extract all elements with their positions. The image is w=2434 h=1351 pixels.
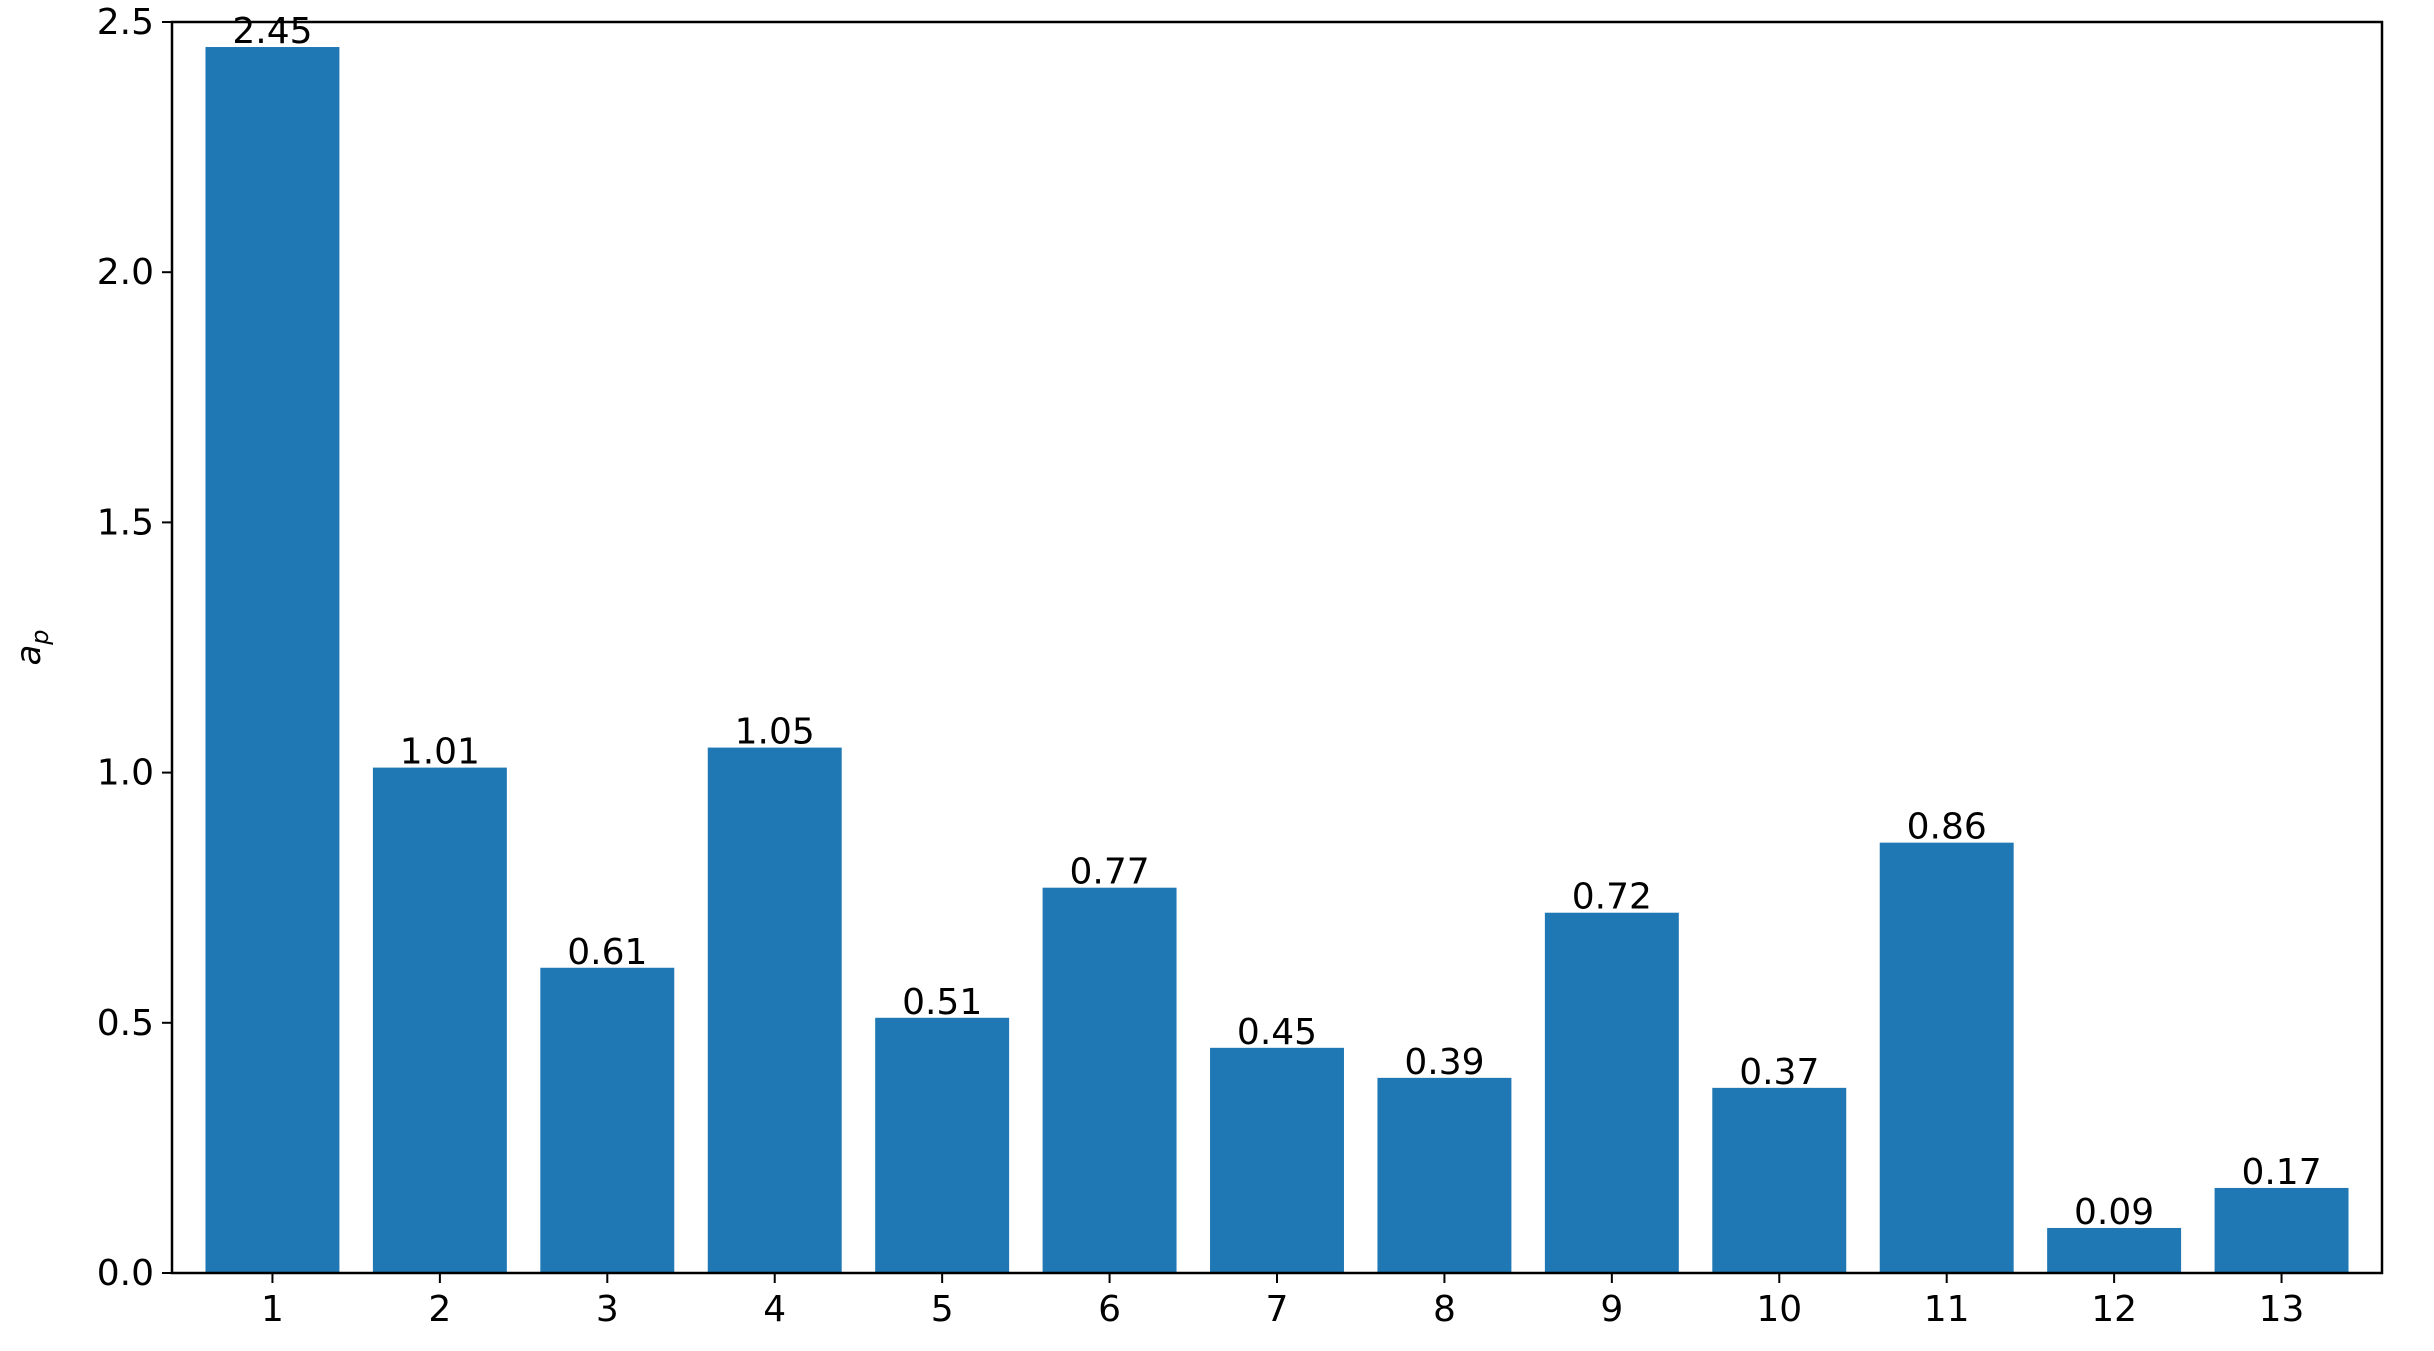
x-tick-label-7: 7: [1266, 1289, 1289, 1330]
x-tick-label-10: 10: [1756, 1289, 1802, 1330]
y-tick-label-0.5: 0.5: [97, 1003, 154, 1044]
bar-value-label-9: 0.72: [1572, 877, 1652, 918]
bar-value-label-13: 0.17: [2241, 1152, 2321, 1193]
bar-value-label-12: 0.09: [2074, 1192, 2154, 1233]
x-tick-label-9: 9: [1600, 1289, 1623, 1330]
y-axis-label-main: a: [9, 645, 49, 666]
bar-10: [1712, 1087, 1847, 1273]
bar-4: [707, 747, 842, 1273]
x-tick-label-13: 13: [2259, 1289, 2305, 1330]
x-tick-label-8: 8: [1433, 1289, 1456, 1330]
bar-11: [1879, 842, 2014, 1273]
x-tick-label-4: 4: [763, 1289, 786, 1330]
bar-5: [875, 1017, 1010, 1273]
bar-13: [2214, 1187, 2349, 1273]
bar-8: [1377, 1077, 1512, 1273]
bar-value-label-10: 0.37: [1739, 1052, 1819, 1093]
x-tick-label-5: 5: [931, 1289, 954, 1330]
y-tick-label-0.0: 0.0: [97, 1253, 154, 1294]
bar-12: [2047, 1227, 2182, 1273]
bar-1: [205, 47, 340, 1273]
y-axis-label-subscript: p: [26, 629, 54, 645]
bar-2: [372, 767, 507, 1273]
x-tick-label-12: 12: [2091, 1289, 2137, 1330]
bar-value-label-8: 0.39: [1404, 1042, 1484, 1083]
y-axis-label: ap: [9, 629, 54, 665]
x-axis: 1 2 3 4 5 6 7 8 9 10 11 12 13: [261, 1273, 2304, 1330]
bar-7: [1210, 1047, 1344, 1273]
y-tick-label-2.5: 2.5: [97, 2, 154, 43]
y-axis: 0.0 0.5 1.0 1.5 2.0 2.5: [97, 2, 172, 1294]
bar-value-label-6: 0.77: [1069, 852, 1149, 893]
bar-value-label-2: 1.01: [400, 732, 480, 773]
bar-value-label-1: 2.45: [232, 11, 312, 52]
bar-value-label-5: 0.51: [902, 982, 982, 1023]
bar-9: [1544, 912, 1679, 1273]
bar-value-label-7: 0.45: [1237, 1012, 1317, 1053]
y-tick-label-1.5: 1.5: [97, 502, 154, 543]
bar-value-label-4: 1.05: [735, 712, 815, 753]
bar-value-label-11: 0.86: [1907, 807, 1987, 848]
x-tick-label-3: 3: [596, 1289, 619, 1330]
x-tick-label-2: 2: [428, 1289, 451, 1330]
y-tick-label-1.0: 1.0: [97, 753, 154, 794]
x-tick-label-1: 1: [261, 1289, 284, 1330]
x-tick-label-11: 11: [1924, 1289, 1970, 1330]
bar-value-label-3: 0.61: [567, 932, 647, 973]
bar-6: [1042, 887, 1177, 1273]
bar-3: [540, 967, 675, 1273]
bars-layer: [205, 47, 2349, 1273]
y-tick-label-2.0: 2.0: [97, 252, 154, 293]
bar-labels-layer: 2.45 1.01 0.61 1.05 0.51 0.77 0.45 0.39 0.72 0.37…: [232, 11, 2321, 1233]
x-tick-label-6: 6: [1098, 1289, 1121, 1330]
